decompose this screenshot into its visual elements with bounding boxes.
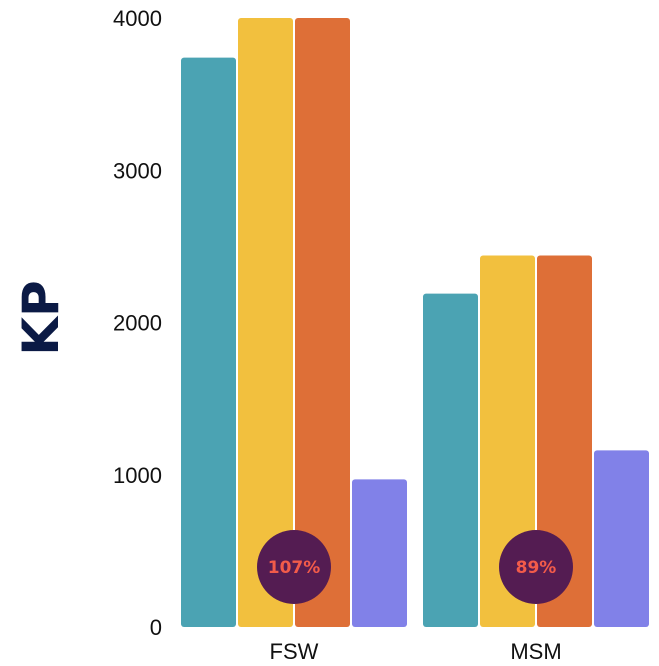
bar-fsw-series-2 [238,18,293,627]
percentage-badge [257,530,331,604]
x-axis-categories: FSW MSM [270,639,562,664]
x-category-label: MSM [510,639,561,664]
bar-fsw-series-3 [295,18,350,627]
y-tick-label: 2000 [113,311,162,336]
percentage-badge-label: 107% [268,558,321,578]
bar-fsw-series-1 [181,57,236,627]
annotations: 107% 89% [257,530,573,604]
y-tick-label: 4000 [113,6,162,31]
bars [181,18,649,627]
y-axis-label: KP [12,280,70,355]
y-axis-ticks: 0 1000 2000 3000 4000 [113,6,162,640]
bar-msm-series-4 [594,450,649,627]
y-tick-label: 0 [150,615,162,640]
bar-fsw-series-4 [352,479,407,627]
bar-msm-series-1 [423,293,478,627]
y-tick-label: 3000 [113,158,162,183]
y-tick-label: 1000 [113,463,162,488]
x-category-label: FSW [270,639,319,664]
percentage-badge-label: 89% [516,558,557,578]
percentage-badge [499,530,573,604]
